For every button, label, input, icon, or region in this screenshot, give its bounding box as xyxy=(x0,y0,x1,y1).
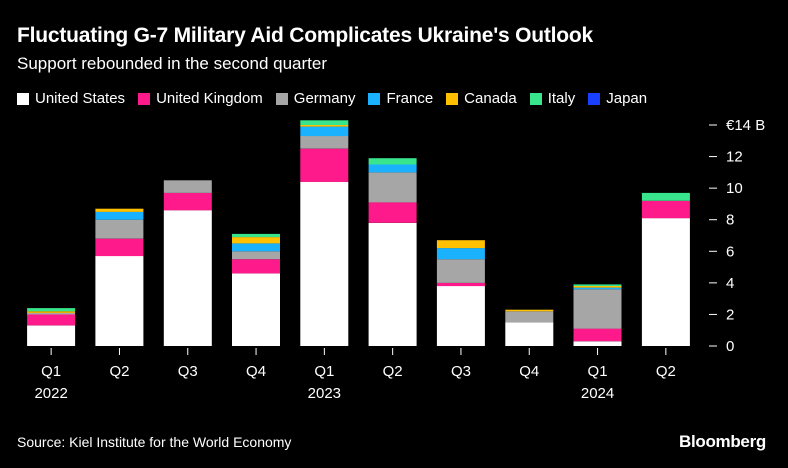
bar-segment-germany xyxy=(368,172,417,203)
x-tick-label: Q4 xyxy=(519,363,539,380)
bar-segment-france xyxy=(232,243,280,252)
bar-segment-italy xyxy=(27,308,76,312)
legend-label: Canada xyxy=(464,90,517,107)
chart-subtitle: Support rebounded in the second quarter xyxy=(17,54,328,73)
bar-segment-united-kingdom xyxy=(300,148,349,182)
bar-segment-germany xyxy=(27,312,76,315)
bar-segment-france xyxy=(368,164,417,173)
bar-segment-united-states xyxy=(27,325,76,346)
legend-item-germany: Germany xyxy=(275,90,356,107)
bar-segment-germany xyxy=(505,311,554,323)
legend-label: United Kingdom xyxy=(156,90,263,107)
legend-swatch-united-states xyxy=(17,92,29,105)
y-tick-label: 2 xyxy=(726,306,734,323)
legend-item-united-kingdom: United Kingdom xyxy=(138,90,263,107)
x-tick-label: Q2 xyxy=(656,363,676,380)
legend-item-france: France xyxy=(368,90,433,107)
bar-segment-germany xyxy=(163,180,212,193)
bar-segment-france xyxy=(573,287,622,290)
bar-segment-canada xyxy=(573,286,622,288)
bar-segment-canada xyxy=(232,237,280,244)
bar-segment-germany xyxy=(95,219,144,239)
x-tick-label: Q1 xyxy=(588,363,608,380)
chart-title: Fluctuating G-7 Military Aid Complicates… xyxy=(17,24,594,47)
y-tick-label: 4 xyxy=(726,275,734,292)
x-tick-label: Q2 xyxy=(109,363,129,380)
bar-segment-united-kingdom xyxy=(27,314,76,326)
x-tick-label: Q2 xyxy=(383,363,403,380)
bar-segment-united-kingdom xyxy=(573,328,622,342)
bar-segment-italy xyxy=(300,120,349,125)
y-tick-label: 0 xyxy=(726,338,734,355)
bar-segment-germany xyxy=(300,136,349,149)
x-year-label: 2022 xyxy=(34,385,67,402)
legend-swatch-japan xyxy=(588,92,601,105)
bar-segment-italy xyxy=(573,284,622,286)
legend-swatch-canada xyxy=(446,92,459,105)
x-tick-label: Q3 xyxy=(178,363,198,380)
legend-swatch-germany xyxy=(275,92,288,105)
legend-swatch-italy xyxy=(529,92,542,105)
source-note: Source: Kiel Institute for the World Eco… xyxy=(17,434,292,450)
legend-item-united-states: United States xyxy=(17,90,125,107)
bar-segment-united-states xyxy=(641,218,690,346)
bar-segment-united-states xyxy=(95,256,144,346)
bar-segment-france xyxy=(300,126,349,137)
bar-segment-france xyxy=(436,248,485,260)
legend: United States United Kingdom Germany France… xyxy=(17,90,660,107)
legend-label: United States xyxy=(35,90,126,107)
bar-segment-united-states xyxy=(505,322,554,346)
legend-item-japan: Japan xyxy=(588,90,647,107)
bar-segment-united-states xyxy=(573,341,622,346)
bar-segment-united-kingdom xyxy=(163,192,212,211)
y-tick-label: 8 xyxy=(726,212,734,229)
x-tick-label: Q1 xyxy=(314,363,334,380)
bar-segment-united-states xyxy=(300,181,349,346)
x-tick-label: Q4 xyxy=(246,363,266,380)
bar-segment-united-kingdom xyxy=(436,282,485,287)
bar-segment-united-states xyxy=(436,286,485,346)
bar-segment-italy xyxy=(232,233,280,238)
legend-swatch-united-kingdom xyxy=(138,92,151,105)
bar-segment-italy xyxy=(641,192,690,201)
bar-segment-united-states xyxy=(368,222,417,346)
bar-segment-canada xyxy=(27,311,76,313)
bar-segment-canada xyxy=(95,208,144,212)
x-tick-label: Q3 xyxy=(451,363,471,380)
bar-segment-united-kingdom xyxy=(232,259,280,274)
legend-item-canada: Canada xyxy=(446,90,517,107)
bar-segment-france xyxy=(95,211,144,220)
bar-segment-germany xyxy=(573,289,622,329)
legend-label: Germany xyxy=(293,90,356,107)
bar-segment-united-states xyxy=(232,273,280,346)
bar-segment-united-kingdom xyxy=(368,202,417,223)
legend-label: France xyxy=(386,90,434,107)
bar-segment-italy xyxy=(368,158,417,165)
x-year-label: 2023 xyxy=(308,385,341,402)
bloomberg-logo: Bloomberg xyxy=(678,432,766,451)
legend-swatch-france xyxy=(368,92,381,105)
bar-segment-united-states xyxy=(163,210,212,346)
bar-segment-united-kingdom xyxy=(95,238,144,257)
y-tick-label: 6 xyxy=(726,243,734,260)
y-tick-label: 12 xyxy=(726,149,743,166)
x-year-label: 2024 xyxy=(581,385,614,402)
bar-segment-canada xyxy=(505,309,554,312)
bar-segment-germany xyxy=(436,259,485,283)
bar-segment-united-kingdom xyxy=(641,200,690,219)
legend-label: Japan xyxy=(606,90,648,107)
bar-segment-germany xyxy=(232,251,280,260)
y-tick-label: 10 xyxy=(726,180,743,197)
bar-segment-canada xyxy=(300,125,349,127)
y-tick-label: €14 B xyxy=(726,117,765,134)
bar-segment-canada xyxy=(436,240,485,249)
x-tick-label: Q1 xyxy=(41,363,61,380)
legend-item-italy: Italy xyxy=(529,90,576,107)
legend-label: Italy xyxy=(547,90,576,107)
